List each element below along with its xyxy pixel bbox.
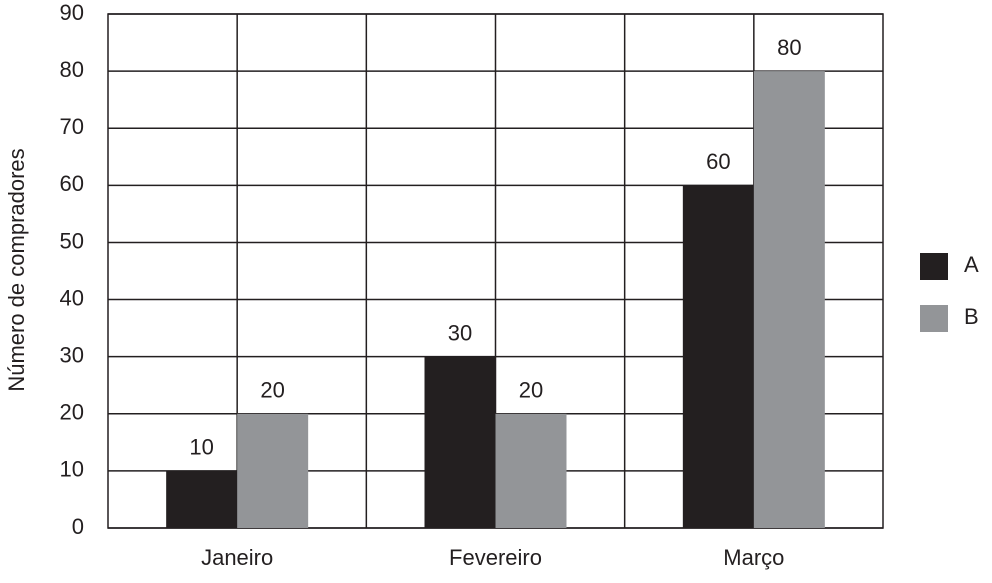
x-tick-label: Março [723,545,784,570]
value-label: 10 [189,435,213,460]
value-label: 80 [777,35,801,60]
y-tick-label: 80 [60,57,84,82]
legend-label: B [964,304,979,329]
legend-label: A [964,252,979,277]
bar [753,71,825,528]
bar [495,413,567,528]
legend-swatch [920,253,948,280]
y-tick-label: 30 [60,342,84,367]
y-tick-label: 0 [72,514,84,539]
x-tick-label: Fevereiro [449,545,542,570]
y-tick-label: 90 [60,0,84,25]
value-label: 30 [448,320,472,345]
y-tick-label: 60 [60,171,84,196]
y-tick-label: 50 [60,228,84,253]
bar [424,356,496,528]
x-tick-label: Janeiro [201,545,273,570]
bar [682,185,754,529]
value-label: 60 [706,149,730,174]
y-tick-label: 40 [60,285,84,310]
bar [166,470,238,528]
value-label: 20 [519,378,543,403]
legend-swatch [920,305,948,332]
y-tick-label: 20 [60,400,84,425]
value-label: 20 [260,378,284,403]
y-tick-label: 70 [60,114,84,139]
bar [237,413,309,528]
y-tick-label: 10 [60,457,84,482]
y-axis-label: Número de compradores [4,148,29,391]
